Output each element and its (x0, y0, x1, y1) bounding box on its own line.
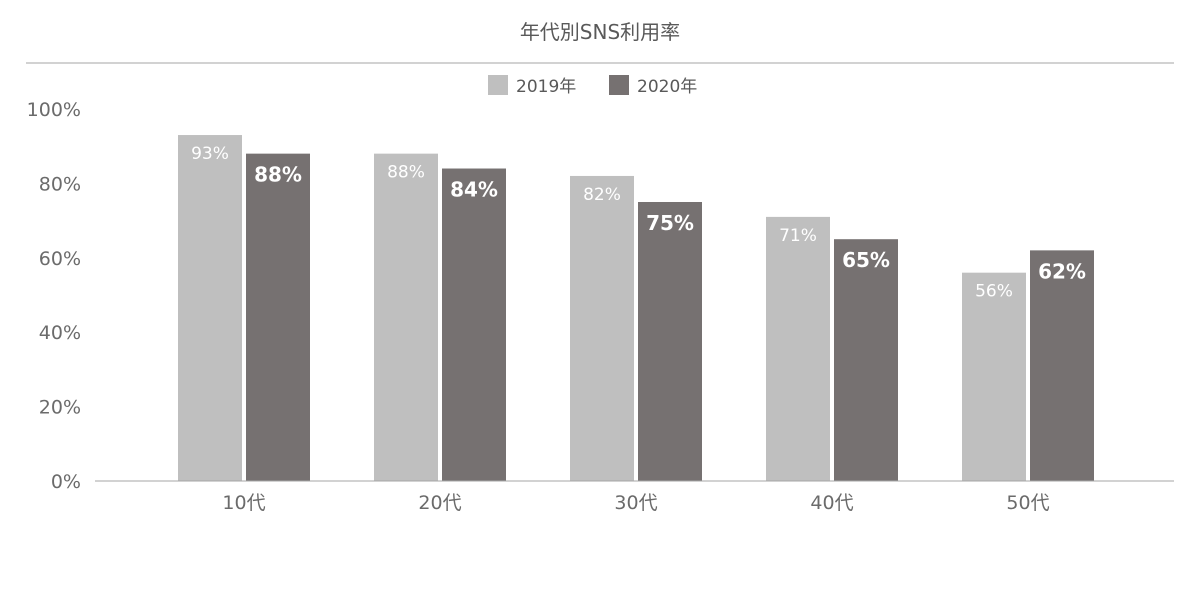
bar-value-label: 56% (975, 282, 1013, 302)
bar-value-label: 71% (779, 226, 817, 246)
bar-value-label: 62% (1038, 259, 1086, 283)
bar-2019 (962, 272, 1026, 481)
y-tick-label: 60% (39, 248, 81, 270)
bar-value-label: 88% (387, 163, 425, 183)
bar-2019 (178, 135, 242, 482)
x-category-label: 40代 (810, 492, 853, 514)
bar-labels: 93% 88% 88% 84% 82% 75% 71% 65% 56% 62% (191, 144, 1086, 302)
legend: 2019年 2020年 (488, 75, 697, 97)
bar-value-label: 75% (646, 211, 694, 235)
y-tick-label: 40% (39, 322, 81, 344)
x-category-label: 10代 (222, 492, 265, 514)
y-axis-ticks: 0% 20% 40% 60% 80% 100% (27, 99, 81, 493)
y-tick-label: 100% (27, 99, 81, 121)
bar-value-label: 88% (254, 163, 302, 187)
legend-swatch-2020 (609, 75, 629, 95)
x-category-label: 30代 (614, 492, 657, 514)
bar-value-label: 82% (583, 185, 621, 205)
y-tick-label: 20% (39, 397, 81, 419)
legend-label-2019: 2019年 (516, 77, 576, 97)
bar-2020 (638, 202, 702, 481)
bar-2020 (834, 239, 898, 481)
y-tick-label: 80% (39, 173, 81, 195)
bar-value-label: 93% (191, 144, 229, 164)
bar-value-label: 84% (450, 178, 498, 202)
x-category-label: 20代 (418, 492, 461, 514)
bar-2020 (442, 168, 506, 481)
bar-value-label: 65% (842, 248, 890, 272)
x-axis-labels: 10代 20代 30代 40代 50代 (222, 492, 1049, 514)
bar-2020 (1030, 250, 1094, 481)
legend-swatch-2019 (488, 75, 508, 95)
legend-label-2020: 2020年 (637, 77, 697, 97)
bars (178, 135, 1094, 482)
chart-title: 年代別SNS利用率 (520, 20, 680, 44)
bar-2020 (246, 153, 310, 481)
bar-2019 (570, 175, 634, 481)
bar-2019 (374, 153, 438, 481)
y-tick-label: 0% (51, 471, 81, 493)
x-category-label: 50代 (1006, 492, 1049, 514)
bar-2019 (766, 216, 830, 481)
